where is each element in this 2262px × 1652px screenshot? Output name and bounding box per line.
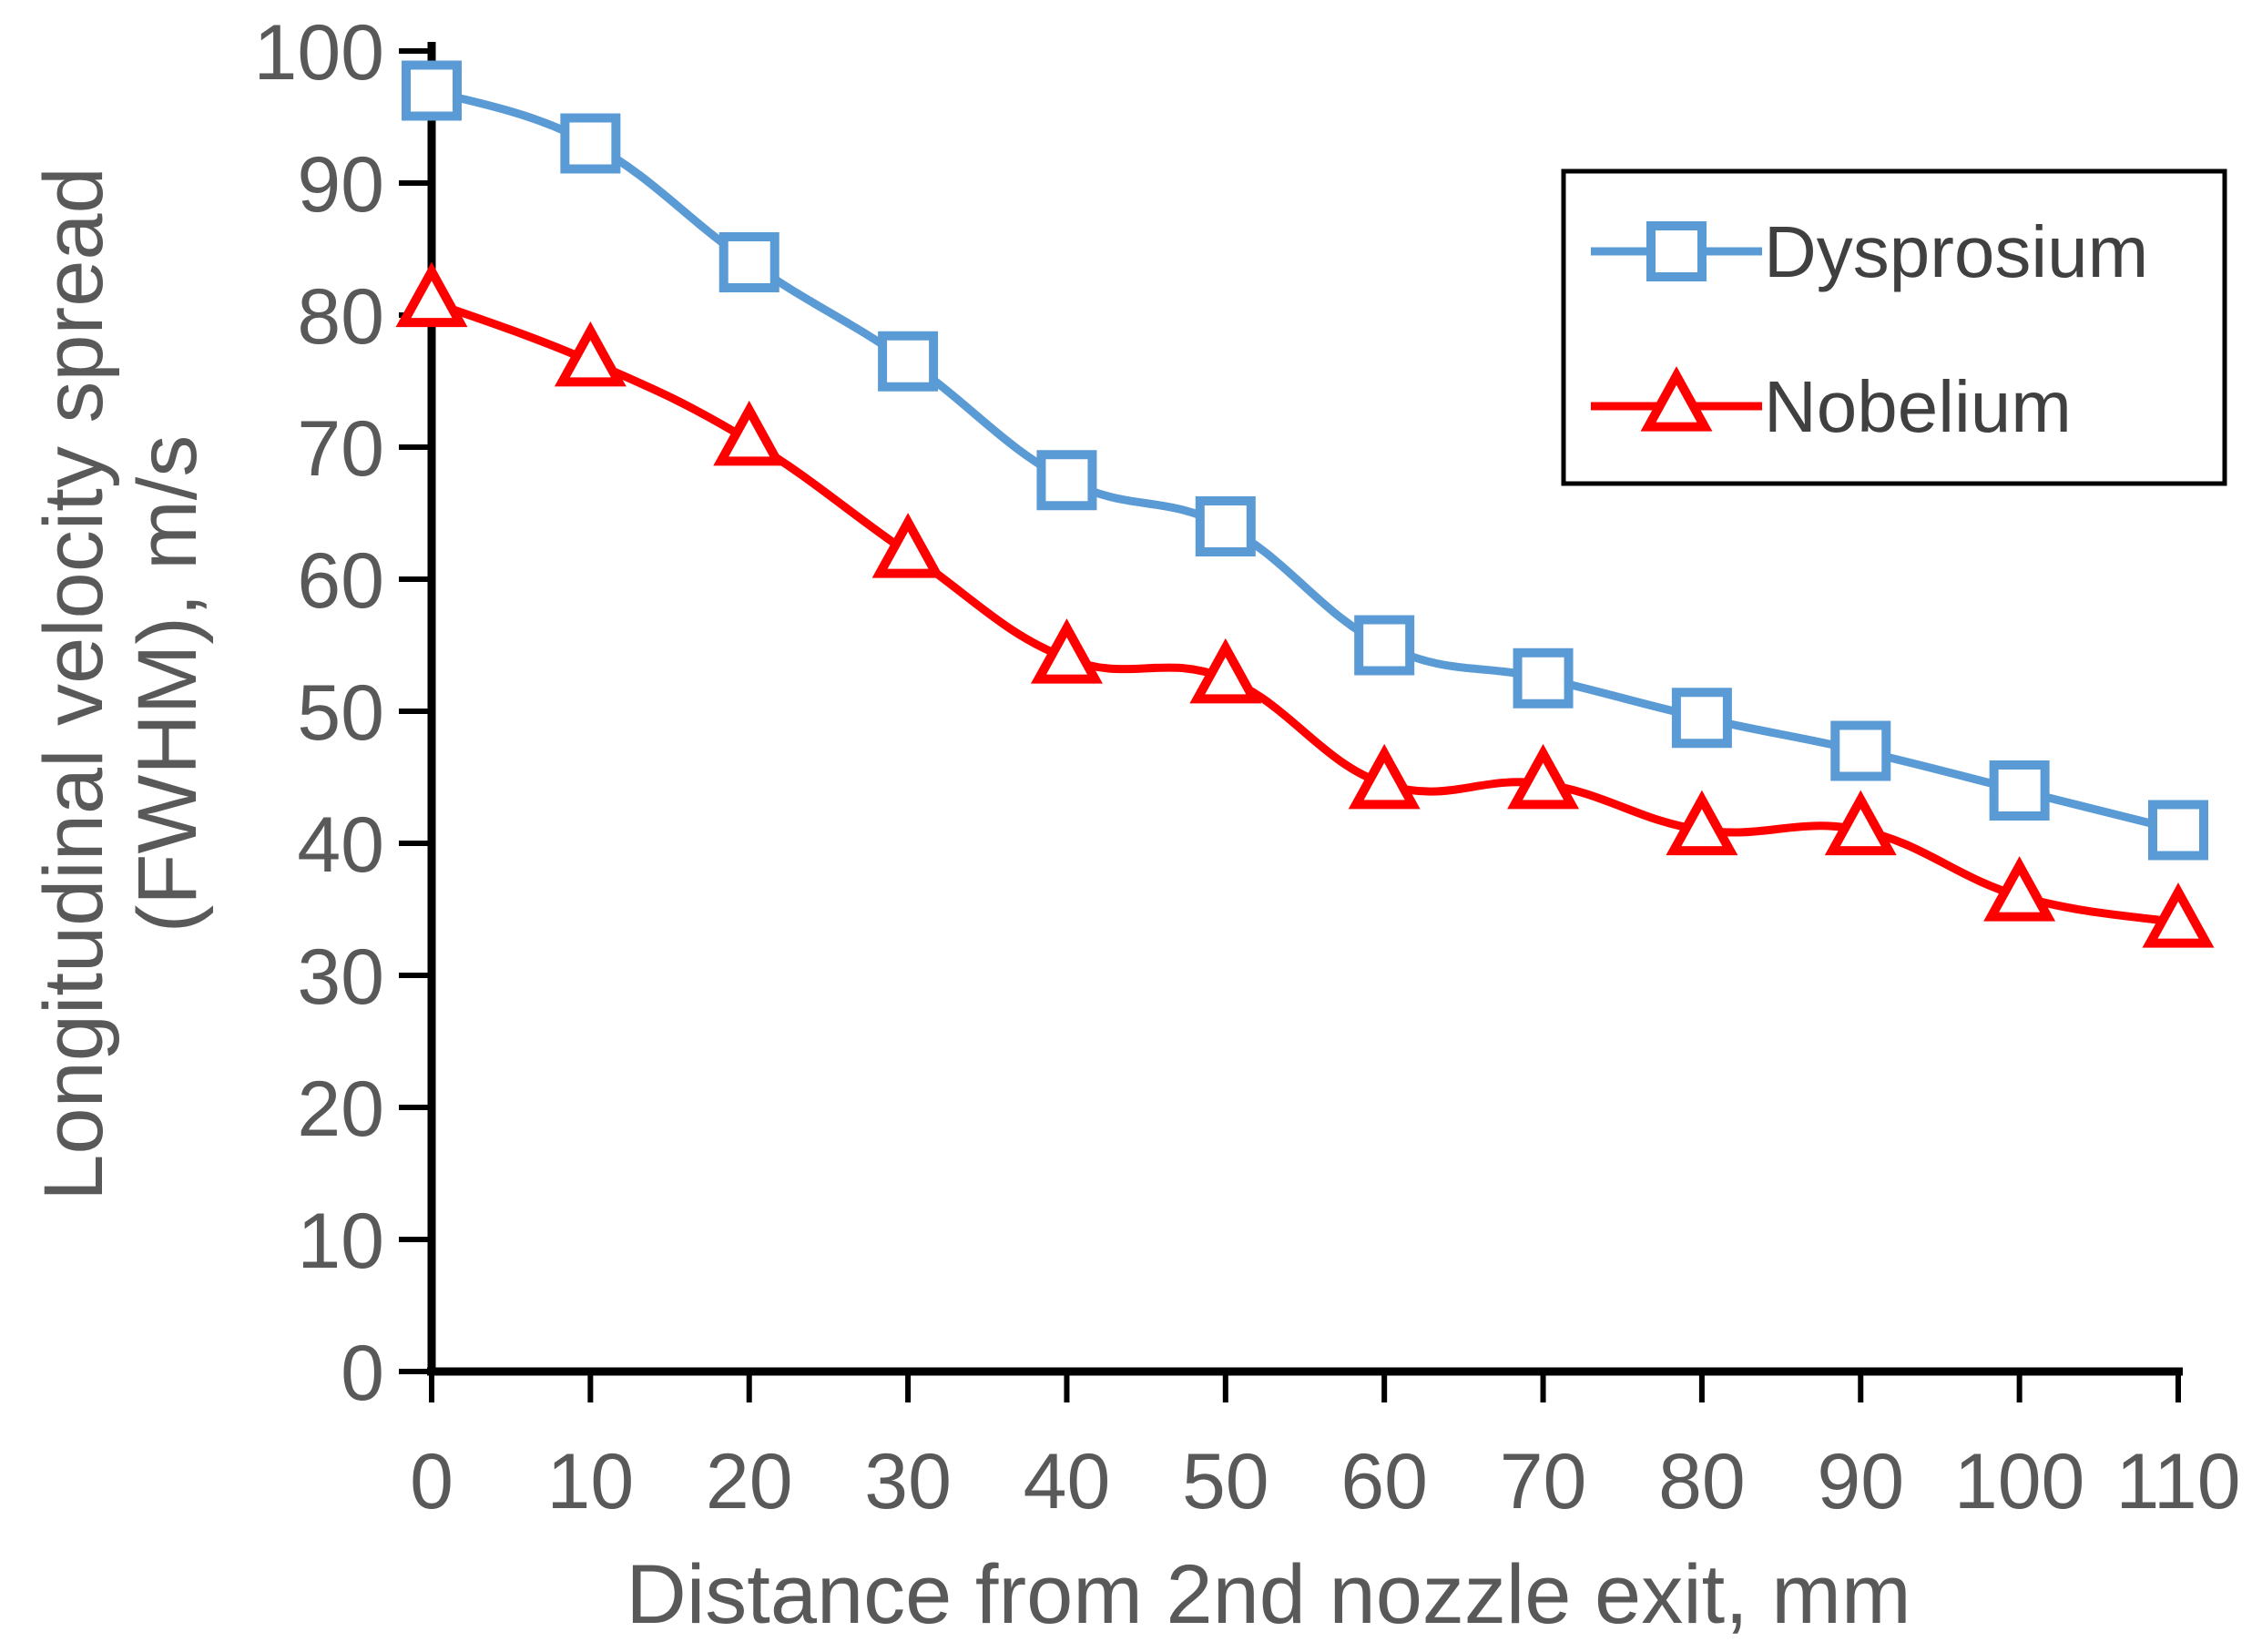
series-dysprosium: [402, 60, 2208, 861]
y-tick-label: 90: [297, 141, 384, 229]
data-point-dysprosium: [1989, 760, 2050, 821]
data-point-nobelium: [1666, 790, 1738, 856]
data-point-dysprosium: [1513, 648, 1574, 709]
y-tick-label: 80: [297, 273, 384, 361]
y-tick-label: 10: [297, 1198, 384, 1285]
x-tick-label: 100: [1954, 1438, 2085, 1525]
legend-marker-nobelium: [1640, 366, 1713, 432]
data-point-nobelium: [2142, 882, 2215, 948]
y-tick-label: 40: [297, 801, 384, 889]
series-nobelium: [395, 261, 2215, 948]
legend-marker-dysprosium: [1646, 221, 1707, 281]
data-point-dysprosium: [878, 331, 939, 392]
x-tick-label: 60: [1340, 1438, 1428, 1525]
legend-label-nobelium: Nobelium: [1764, 366, 2072, 447]
data-point-nobelium: [1824, 790, 1897, 856]
data-point-nobelium: [871, 513, 944, 578]
y-tick-label: 70: [297, 405, 384, 493]
y-tick-label: 100: [254, 9, 385, 97]
data-point-dysprosium: [2148, 800, 2208, 861]
x-axis-title: Distance from 2nd nozzle exit, mm: [626, 1548, 1910, 1641]
legend: Dysprosium Nobelium: [1561, 168, 2227, 486]
data-point-nobelium: [713, 400, 786, 466]
data-point-dysprosium: [1830, 720, 1891, 781]
data-point-dysprosium: [402, 60, 462, 121]
data-point-dysprosium: [1671, 688, 1732, 749]
data-point-dysprosium: [560, 113, 621, 174]
x-tick-label: 50: [1182, 1438, 1269, 1525]
axis-titles: Distance from 2nd nozzle exit, mm Longitu…: [27, 167, 1911, 1641]
y-tick-label: 20: [297, 1066, 384, 1153]
y-tick-label: 60: [297, 537, 384, 625]
series-layer: [395, 60, 2215, 948]
data-point-nobelium: [395, 261, 468, 328]
y-axis-title-line-1: Longitudinal velocity spread: [27, 167, 120, 1200]
y-axis-title: Longitudinal velocity spread(FWHM), m/s: [27, 167, 214, 1200]
y-tick-label: 30: [297, 933, 384, 1021]
data-point-nobelium: [1348, 743, 1421, 810]
axes: 0 10 20 30 40 50 60 70 80 90 100 0 10 20 30 40 50 60 70 80 9…: [254, 9, 2241, 1525]
x-tick-label: 70: [1500, 1438, 1587, 1525]
x-tick-label: 10: [547, 1438, 635, 1525]
data-point-nobelium: [1983, 856, 2056, 922]
data-point-dysprosium: [1354, 615, 1415, 676]
legend-label-dysprosium: Dysprosium: [1764, 211, 2148, 292]
x-tick-label: 110: [2115, 1438, 2240, 1525]
data-point-nobelium: [1189, 637, 1262, 704]
y-axis-title-line-2: (FWHM), m/s: [121, 435, 214, 933]
x-tick-label: 20: [706, 1438, 793, 1525]
y-tick-label: 50: [297, 669, 384, 757]
y-tick-label: 0: [341, 1330, 384, 1417]
data-point-dysprosium: [718, 232, 779, 292]
data-point-nobelium: [1030, 618, 1103, 684]
x-tick-label: 40: [1024, 1438, 1111, 1525]
x-tick-label: 30: [864, 1438, 952, 1525]
data-point-nobelium: [1507, 743, 1580, 810]
x-tick-label: 80: [1658, 1438, 1746, 1525]
x-tick-label: 0: [410, 1438, 453, 1525]
data-point-dysprosium: [1195, 496, 1256, 556]
data-point-nobelium: [554, 321, 627, 387]
x-tick-label: 90: [1817, 1438, 1904, 1525]
data-point-dysprosium: [1036, 450, 1097, 511]
